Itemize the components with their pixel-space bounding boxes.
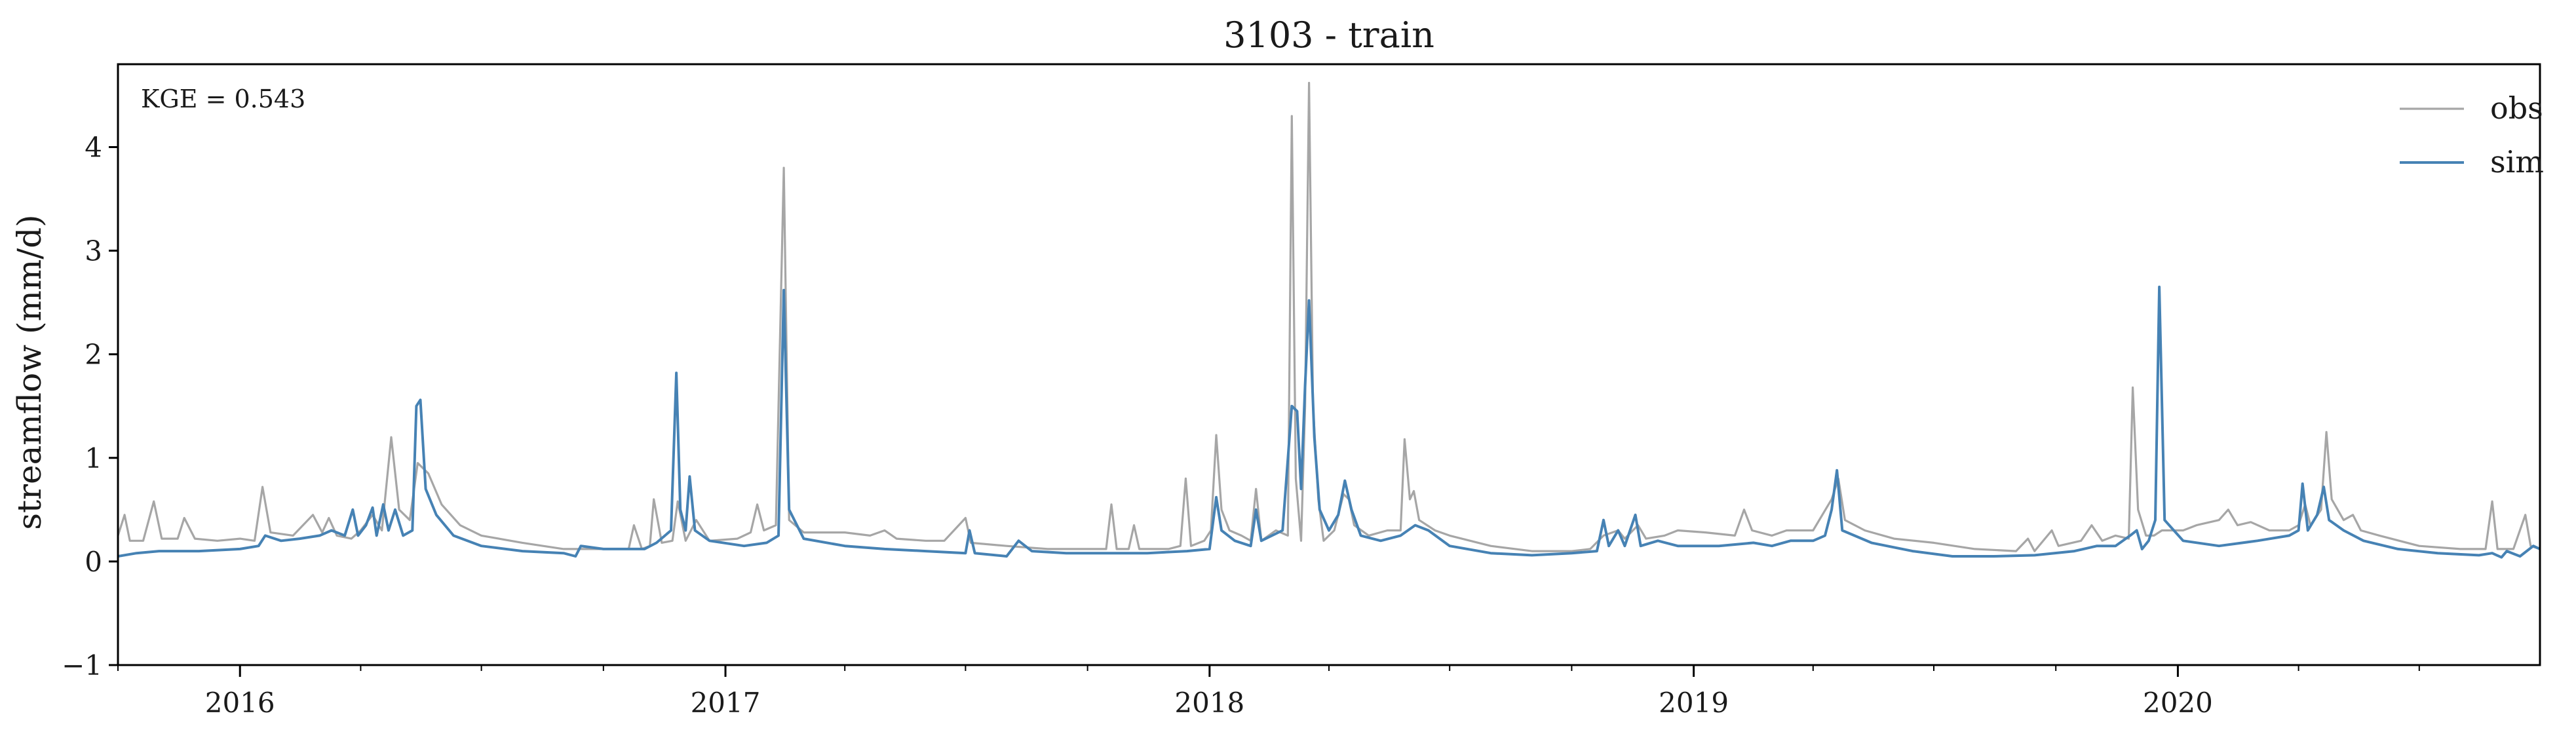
y-tick-label: −1 bbox=[62, 649, 102, 681]
x-tick-label: 2018 bbox=[1174, 687, 1244, 719]
plot-frame bbox=[117, 63, 2541, 666]
y-tick-label: 1 bbox=[85, 442, 102, 474]
series-line-obs bbox=[118, 81, 2540, 552]
x-tick-label: 2020 bbox=[2143, 687, 2213, 719]
x-tick-label: 2017 bbox=[691, 687, 761, 719]
legend-label-obs: obs bbox=[2490, 90, 2543, 126]
legend: obs sim bbox=[2400, 90, 2544, 180]
y-tick-label: 0 bbox=[85, 546, 102, 578]
y-tick-label: 3 bbox=[85, 235, 102, 267]
x-tick-label: 2019 bbox=[1659, 687, 1729, 719]
kge-annotation: KGE = 0.543 bbox=[141, 85, 305, 113]
y-axis-label: streamflow (mm/d) bbox=[10, 214, 48, 529]
y-tick-label: 2 bbox=[85, 339, 102, 371]
legend-label-sim: sim bbox=[2490, 144, 2544, 180]
y-tick-label: 4 bbox=[85, 131, 102, 163]
x-tick-label: 2016 bbox=[205, 687, 275, 719]
series-line-sim bbox=[118, 285, 2540, 559]
chart-title: 3103 - train bbox=[1223, 14, 1434, 56]
